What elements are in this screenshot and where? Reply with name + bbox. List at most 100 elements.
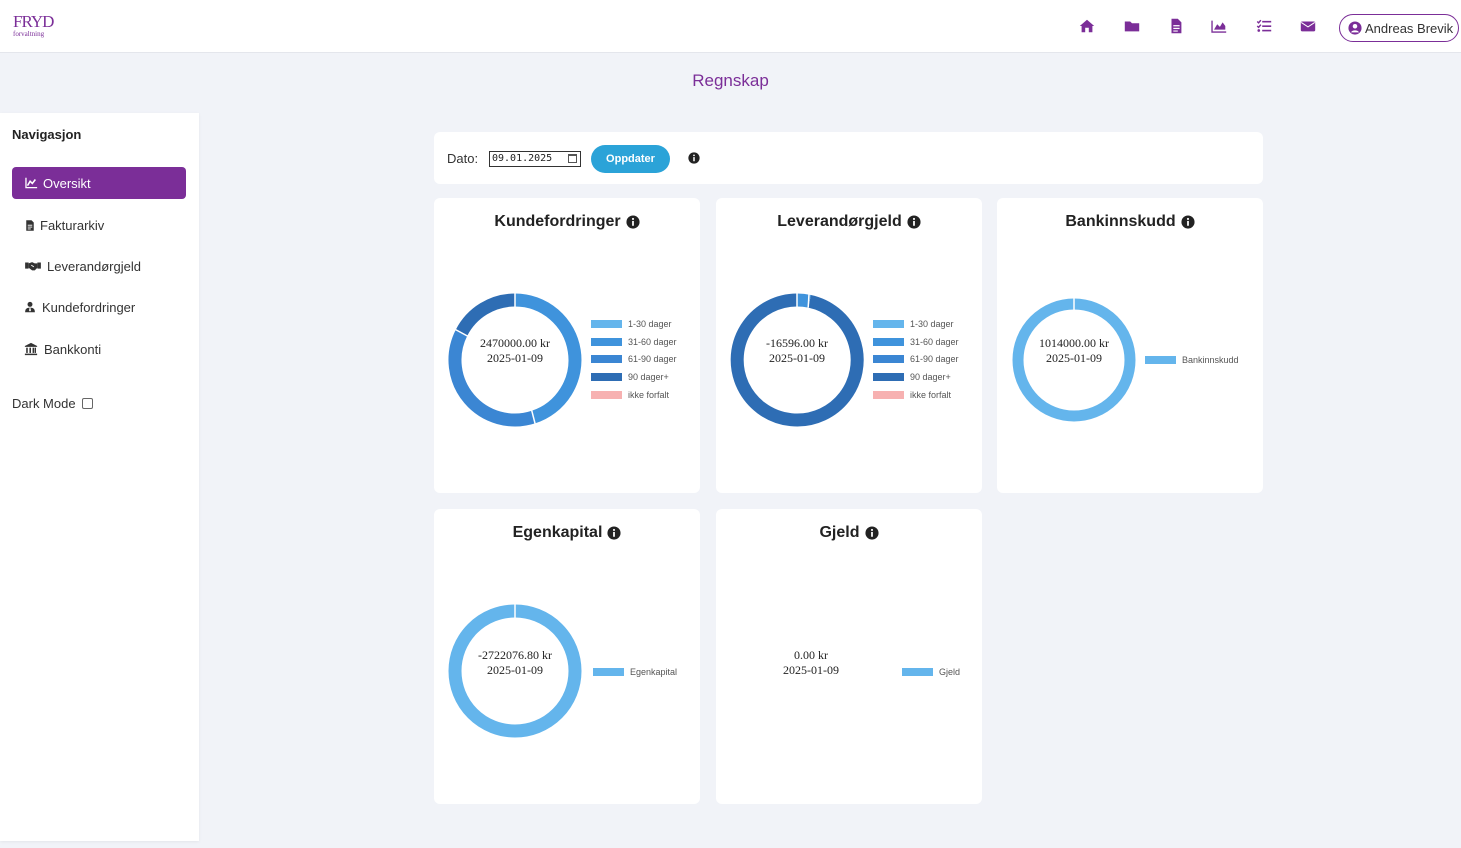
info-icon[interactable] — [626, 215, 640, 229]
page-title: Regnskap — [692, 71, 769, 90]
legend-swatch — [591, 319, 622, 328]
card-date: 2025-01-09 — [1046, 351, 1102, 365]
legend-swatch — [873, 319, 904, 328]
chart-icon[interactable] — [1210, 17, 1228, 35]
legend-item[interactable]: 31-60 dager — [591, 333, 677, 351]
card-kundefordringer: Kundefordringer 2470000.00 kr 2025-01-09… — [434, 198, 700, 493]
legend-item[interactable]: 61-90 dager — [591, 350, 677, 368]
info-icon[interactable] — [607, 526, 621, 540]
logo-sub-text: forvaltning — [13, 30, 45, 38]
sidebar-item-label: Leverandørgjeld — [47, 258, 141, 274]
legend-label: 90 dager+ — [910, 371, 951, 382]
legend-label: 90 dager+ — [628, 371, 669, 382]
legend-item[interactable]: 61-90 dager — [873, 350, 959, 368]
legend-label: 31-60 dager — [628, 336, 677, 347]
chart-icon — [25, 177, 38, 189]
card-center-value: 0.00 kr 2025-01-09 — [761, 648, 861, 678]
legend-item[interactable]: 90 dager+ — [591, 368, 677, 386]
legend-label: 1-30 dager — [628, 318, 672, 329]
card-leverandorgjeld: Leverandørgjeld -16596.00 kr 2025-01-09 … — [716, 198, 982, 493]
card-title: Egenkapital — [434, 524, 700, 542]
chart-legend: Egenkapital — [593, 663, 677, 681]
sidebar-item-label: Fakturarkiv — [40, 217, 105, 233]
card-date: 2025-01-09 — [487, 351, 543, 365]
donut-segment-61-90[interactable] — [448, 329, 536, 427]
card-title-text: Leverandørgjeld — [777, 213, 902, 230]
card-title: Leverandørgjeld — [716, 213, 982, 231]
user-menu-button[interactable]: Andreas Brevik — [1339, 14, 1459, 42]
update-button[interactable]: Oppdater — [591, 145, 670, 173]
card-gjeld: Gjeld 0.00 kr 2025-01-09 Gjeld — [716, 509, 982, 804]
info-icon[interactable] — [688, 152, 700, 164]
user-circle-icon — [1348, 21, 1362, 35]
legend-label: 61-90 dager — [628, 354, 677, 365]
info-icon[interactable] — [907, 215, 921, 229]
legend-item[interactable]: 1-30 dager — [591, 315, 677, 333]
legend-label: ikke forfalt — [910, 389, 952, 400]
chart-legend: Bankinnskudd — [1145, 351, 1239, 369]
card-title-text: Bankinnskudd — [1065, 213, 1176, 230]
legend-item[interactable]: 90 dager+ — [873, 368, 959, 386]
sidebar-item-bankkonti[interactable]: Bankkonti — [12, 333, 186, 365]
card-center-value: 1014000.00 kr 2025-01-09 — [1024, 336, 1124, 366]
home-icon[interactable] — [1078, 17, 1096, 35]
donut-chart[interactable] — [447, 603, 583, 739]
donut-segment-90plus[interactable] — [455, 293, 516, 336]
sidebar-item-leverandorgjeld[interactable]: Leverandørgjeld — [12, 250, 186, 282]
legend-swatch — [591, 372, 622, 381]
card-title: Kundefordringer — [434, 213, 700, 231]
date-input[interactable]: 09.01.2025 — [489, 151, 581, 167]
date-filter-bar: Dato: 09.01.2025 Oppdater — [434, 132, 1263, 184]
sidebar-title: Navigasjon — [12, 127, 82, 142]
sidebar-item-fakturarkiv[interactable]: Fakturarkiv — [12, 209, 186, 241]
sidebar-item-label: Kundefordringer — [42, 299, 136, 315]
legend-item[interactable]: Gjeld — [902, 663, 960, 681]
sidebar-item-label: Oversikt — [43, 175, 91, 191]
card-date: 2025-01-09 — [769, 351, 825, 365]
card-amount: -2722076.80 kr — [478, 648, 552, 662]
card-title: Bankinnskudd — [997, 213, 1263, 231]
user-tie-icon — [25, 301, 35, 313]
card-title-text: Kundefordringer — [494, 213, 621, 230]
card-center-value: -16596.00 kr 2025-01-09 — [747, 336, 847, 366]
tasks-icon[interactable] — [1255, 17, 1273, 35]
sidebar: Navigasjon Oversikt Fakturarkiv Leverand… — [0, 113, 199, 841]
donut-chart[interactable] — [729, 292, 865, 428]
donut-segment-90plus[interactable] — [730, 293, 864, 427]
info-icon[interactable] — [864, 526, 879, 540]
legend-label: ikke forfalt — [628, 389, 670, 400]
logo[interactable]: FRYD forvaltning — [13, 13, 57, 41]
legend-item[interactable]: 31-60 dager — [873, 333, 959, 351]
info-icon[interactable] — [1181, 215, 1195, 229]
legend-swatch — [873, 390, 904, 399]
folder-icon[interactable] — [1123, 17, 1141, 35]
legend-swatch — [873, 355, 904, 364]
card-date: 2025-01-09 — [487, 663, 543, 677]
calendar-icon[interactable] — [568, 154, 577, 163]
legend-swatch — [593, 667, 624, 676]
document-icon[interactable] — [1167, 17, 1185, 35]
legend-item[interactable]: Bankinnskudd — [1145, 351, 1239, 369]
sidebar-item-kundefordringer[interactable]: Kundefordringer — [12, 291, 186, 323]
dark-mode-checkbox[interactable] — [81, 398, 93, 409]
bank-icon — [24, 342, 38, 356]
donut-segment-31-60[interactable] — [514, 293, 582, 424]
legend-item[interactable]: Egenkapital — [593, 663, 677, 681]
legend-item[interactable]: ikke forfalt — [873, 386, 959, 404]
legend-swatch — [902, 667, 933, 676]
legend-item[interactable]: ikke forfalt — [591, 386, 677, 404]
chart-legend: 1-30 dager 31-60 dager 61-90 dager 90 da… — [591, 315, 677, 403]
legend-item[interactable]: 1-30 dager — [873, 315, 959, 333]
donut-segment-31-60[interactable] — [796, 293, 811, 308]
date-value: 09.01.2025 — [492, 153, 553, 164]
legend-label: Gjeld — [939, 666, 961, 677]
legend-swatch — [591, 355, 622, 364]
donut-chart[interactable] — [447, 292, 583, 428]
handshake-icon — [25, 262, 41, 271]
legend-swatch — [1145, 355, 1176, 364]
sidebar-item-oversikt[interactable]: Oversikt — [12, 167, 186, 199]
card-title-text: Gjeld — [819, 524, 860, 541]
envelope-icon[interactable] — [1299, 17, 1317, 35]
donut-chart[interactable] — [1010, 296, 1138, 424]
legend-label: Egenkapital — [630, 666, 678, 677]
